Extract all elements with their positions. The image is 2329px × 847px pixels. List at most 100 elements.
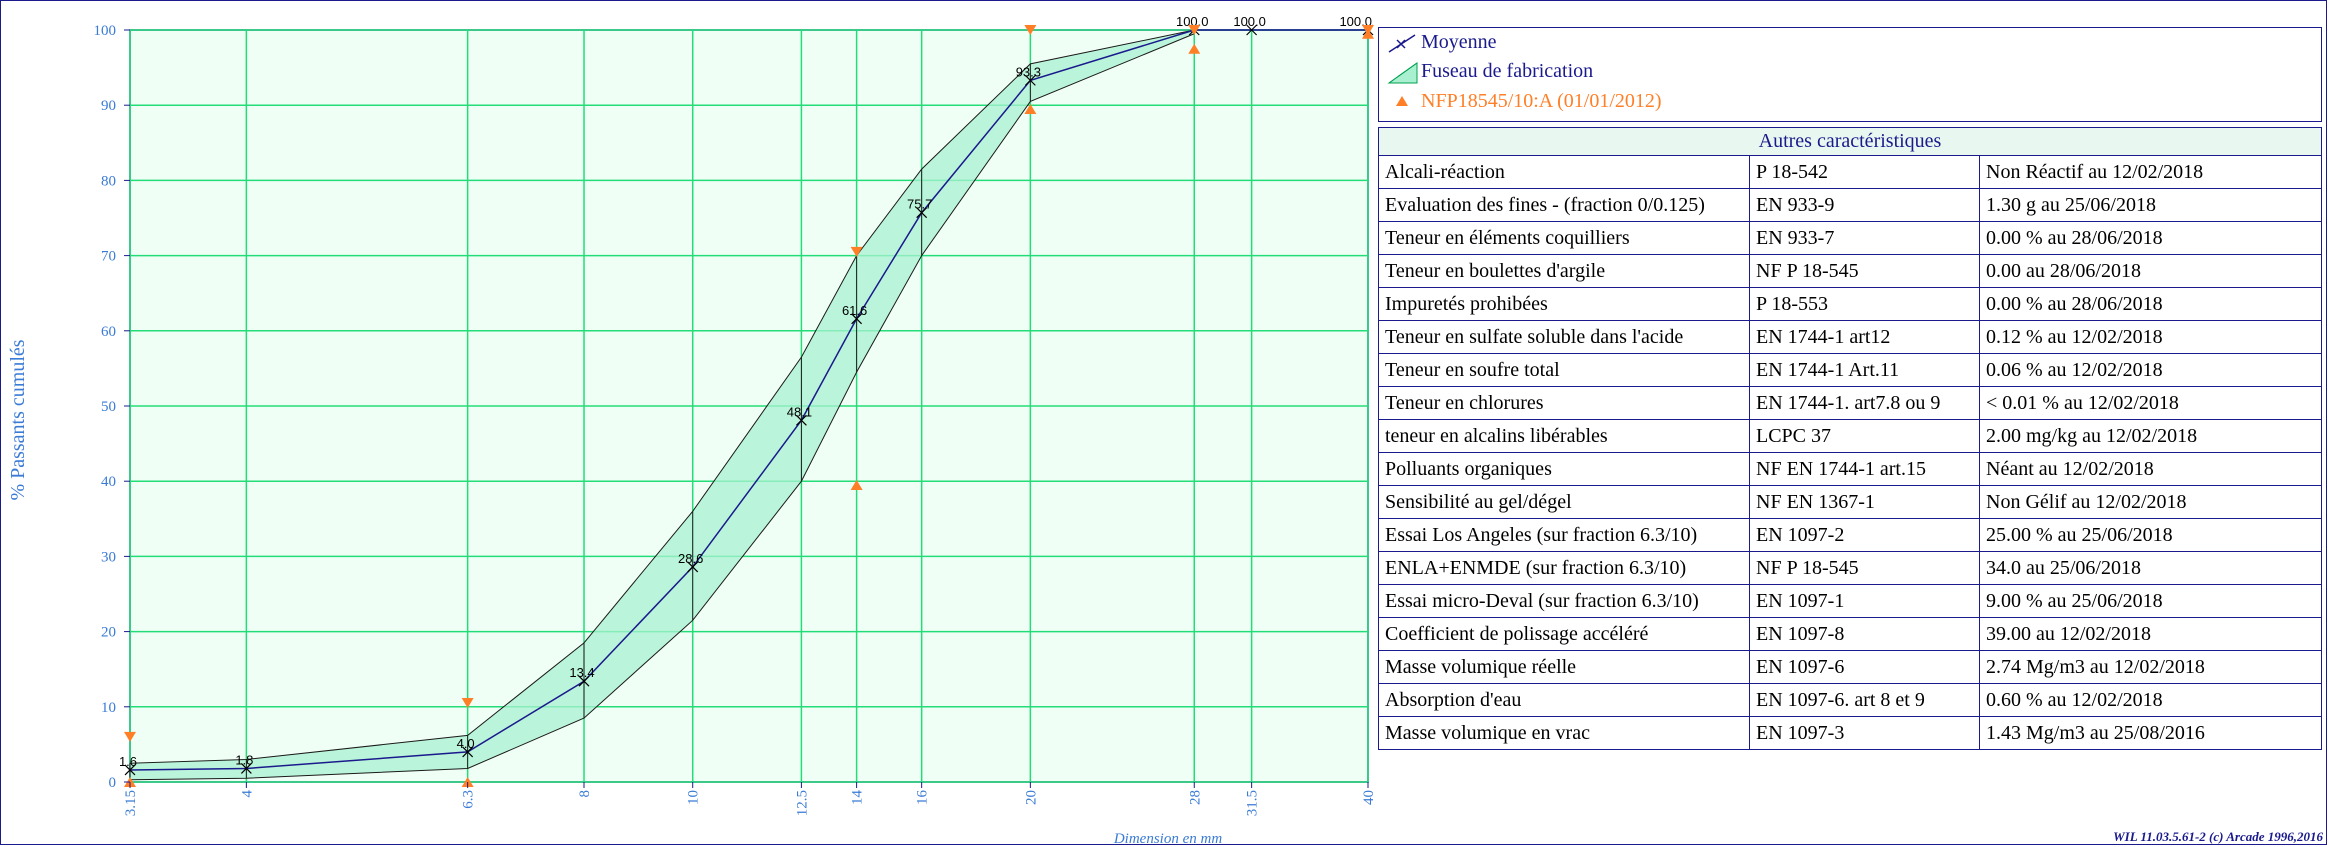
fuseau-area: [130, 30, 1195, 780]
nfp-marker: [1362, 28, 1374, 39]
moyenne-data-label: 28.6: [678, 551, 703, 566]
standard-reference: EN 933-9: [1749, 188, 1980, 222]
standard-reference: NF P 18-545: [1749, 551, 1980, 585]
nfp-marker: [850, 246, 863, 257]
moyenne-point: [462, 746, 474, 758]
standard-reference: NF P 18-545: [1749, 254, 1980, 288]
x-tick-label: 31.5: [1245, 790, 1261, 816]
nfp-marker: [850, 479, 863, 490]
characteristic-name: teneur en alcalins libérables: [1378, 419, 1750, 453]
characteristic-name: Teneur en soufre total: [1378, 353, 1750, 387]
y-tick-label: 20: [101, 625, 116, 641]
y-tick-label: 80: [101, 173, 116, 189]
table-row: Sensibilité au gel/dégel NF EN 1367-1 Non …: [1378, 485, 2322, 519]
result-value: Néant au 12/02/2018: [1979, 452, 2322, 486]
y-tick-label: 40: [101, 474, 116, 490]
result-value: 1.30 g au 25/06/2018: [1979, 188, 2322, 222]
table-row: Teneur en soufre total EN 1744-1 Art.11 0.…: [1378, 353, 2322, 387]
moyenne-line: [129, 29, 1368, 771]
standard-reference: EN 1097-6. art 8 et 9: [1749, 683, 1980, 717]
moyenne-data-label: 48.1: [787, 404, 812, 419]
result-value: < 0.01 % au 12/02/2018: [1979, 386, 2322, 420]
standard-reference: P 18-553: [1749, 287, 1980, 321]
result-value: 0.12 % au 12/02/2018: [1979, 320, 2322, 354]
moyenne-data-label: 61.6: [842, 303, 867, 318]
table-row: Impuretés prohibées P 18-553 0.00 % au 28/…: [1378, 287, 2322, 321]
table-row: Teneur en boulettes d'argile NF P 18-545 0…: [1378, 254, 2322, 288]
characteristic-name: Masse volumique en vrac: [1378, 716, 1750, 750]
x-tick-label: 3.15: [123, 790, 139, 816]
x-tick-label: 8: [577, 790, 593, 798]
x-tick-label: 4: [239, 790, 255, 798]
nfp-marker: [1024, 25, 1037, 35]
y-tick-label: 100: [94, 23, 117, 39]
table-row: Teneur en chlorures EN 1744-1. art7.8 ou …: [1378, 386, 2322, 420]
characteristic-name: Evaluation des fines - (fraction 0/0.125…: [1378, 188, 1750, 222]
table-title: Autres caractéristiques: [1378, 127, 2322, 156]
characteristic-name: Essai Los Angeles (sur fraction 6.3/10): [1378, 518, 1750, 552]
table-row: ENLA+ENMDE (sur fraction 6.3/10) NF P 18-…: [1378, 551, 2322, 585]
moyenne-series: 1.6 1.8 4.0 13.4 28.6 48.1 61.6 75.7 93.3 100.0 10…: [119, 14, 1374, 776]
axes: 3.15 4 6.3 8 10 12.5 14 16 20 28 31.5 40 0 10 20 30 40 50…: [94, 23, 1376, 816]
moyenne-point: [240, 763, 252, 774]
characteristic-name: ENLA+ENMDE (sur fraction 6.3/10): [1378, 551, 1750, 585]
standard-reference: EN 1097-3: [1749, 716, 1980, 750]
result-value: 34.0 au 25/06/2018: [1979, 551, 2322, 585]
standard-reference: EN 1097-8: [1749, 617, 1980, 651]
table-row: Evaluation des fines - (fraction 0/0.125…: [1378, 188, 2322, 222]
x-tick-label: 10: [686, 790, 702, 805]
x-tick-label: 40: [1361, 790, 1375, 805]
triangle-legend-icon: [1387, 90, 1417, 119]
standard-reference: NF EN 1744-1 art.15: [1749, 452, 1980, 486]
moyenne-data-label: 75.7: [907, 197, 932, 212]
moyenne-point: [851, 313, 863, 325]
moyenne-legend-icon: [1387, 32, 1417, 59]
moyenne-point: [1246, 24, 1258, 36]
standard-reference: EN 1744-1 Art.11: [1749, 353, 1980, 387]
nfp-marker: [1188, 25, 1201, 35]
standard-reference: EN 1097-2: [1749, 518, 1980, 552]
fuseau-lower-line: [129, 33, 1195, 781]
moyenne-point: [916, 207, 928, 219]
y-tick-label: 50: [101, 399, 116, 415]
x-tick-label: 14: [850, 790, 866, 806]
nfp-marker: [461, 698, 474, 709]
result-value: 0.00 au 28/06/2018: [1979, 254, 2322, 288]
result-value: 0.00 % au 28/06/2018: [1979, 287, 2322, 321]
y-tick-label: 70: [101, 249, 116, 265]
nfp-marker: [1024, 103, 1037, 114]
nfp-markers: [124, 25, 1374, 787]
y-tick-label: 90: [101, 98, 116, 114]
result-value: 2.74 Mg/m3 au 12/02/2018: [1979, 650, 2322, 684]
result-value: 25.00 % au 25/06/2018: [1979, 518, 2322, 552]
result-value: 0.00 % au 28/06/2018: [1979, 221, 2322, 255]
result-value: 1.43 Mg/m3 au 25/08/2016: [1979, 716, 2322, 750]
result-value: 0.06 % au 12/02/2018: [1979, 353, 2322, 387]
characteristics-table: Autres caractéristiques Alcali-réaction P…: [1378, 127, 2322, 750]
standard-reference: EN 1097-6: [1749, 650, 1980, 684]
standard-reference: NF EN 1367-1: [1749, 485, 1980, 519]
characteristic-name: Coefficient de polissage accéléré: [1378, 617, 1750, 651]
characteristic-name: Masse volumique réelle: [1378, 650, 1750, 684]
table-row: Masse volumique en vrac EN 1097-3 1.43 Mg/…: [1378, 716, 2322, 750]
moyenne-data-label: 100.0: [1176, 14, 1209, 29]
characteristic-name: Impuretés prohibées: [1378, 287, 1750, 321]
nfp-marker: [124, 731, 136, 742]
table-row: Polluants organiques NF EN 1744-1 art.15 N…: [1378, 452, 2322, 486]
table-row: teneur en alcalins libérables LCPC 37 2.00…: [1378, 419, 2322, 453]
characteristic-name: Sensibilité au gel/dégel: [1378, 485, 1750, 519]
y-tick-label: 0: [109, 775, 117, 791]
legend-moyenne: Moyenne: [1421, 31, 1497, 53]
moyenne-point: [687, 561, 699, 573]
characteristic-name: Teneur en éléments coquilliers: [1378, 221, 1750, 255]
table-row: Coefficient de polissage accéléré EN 1097…: [1378, 617, 2322, 651]
fuseau-band: [129, 29, 1195, 781]
fuseau-legend-icon: [1387, 61, 1419, 90]
y-tick-label: 10: [101, 700, 116, 716]
standard-reference: EN 933-7: [1749, 221, 1980, 255]
result-value: 2.00 mg/kg au 12/02/2018: [1979, 419, 2322, 453]
x-tick-label: 28: [1187, 790, 1203, 805]
result-value: 9.00 % au 25/06/2018: [1979, 584, 2322, 618]
x-tick-label: 12.5: [794, 790, 810, 816]
